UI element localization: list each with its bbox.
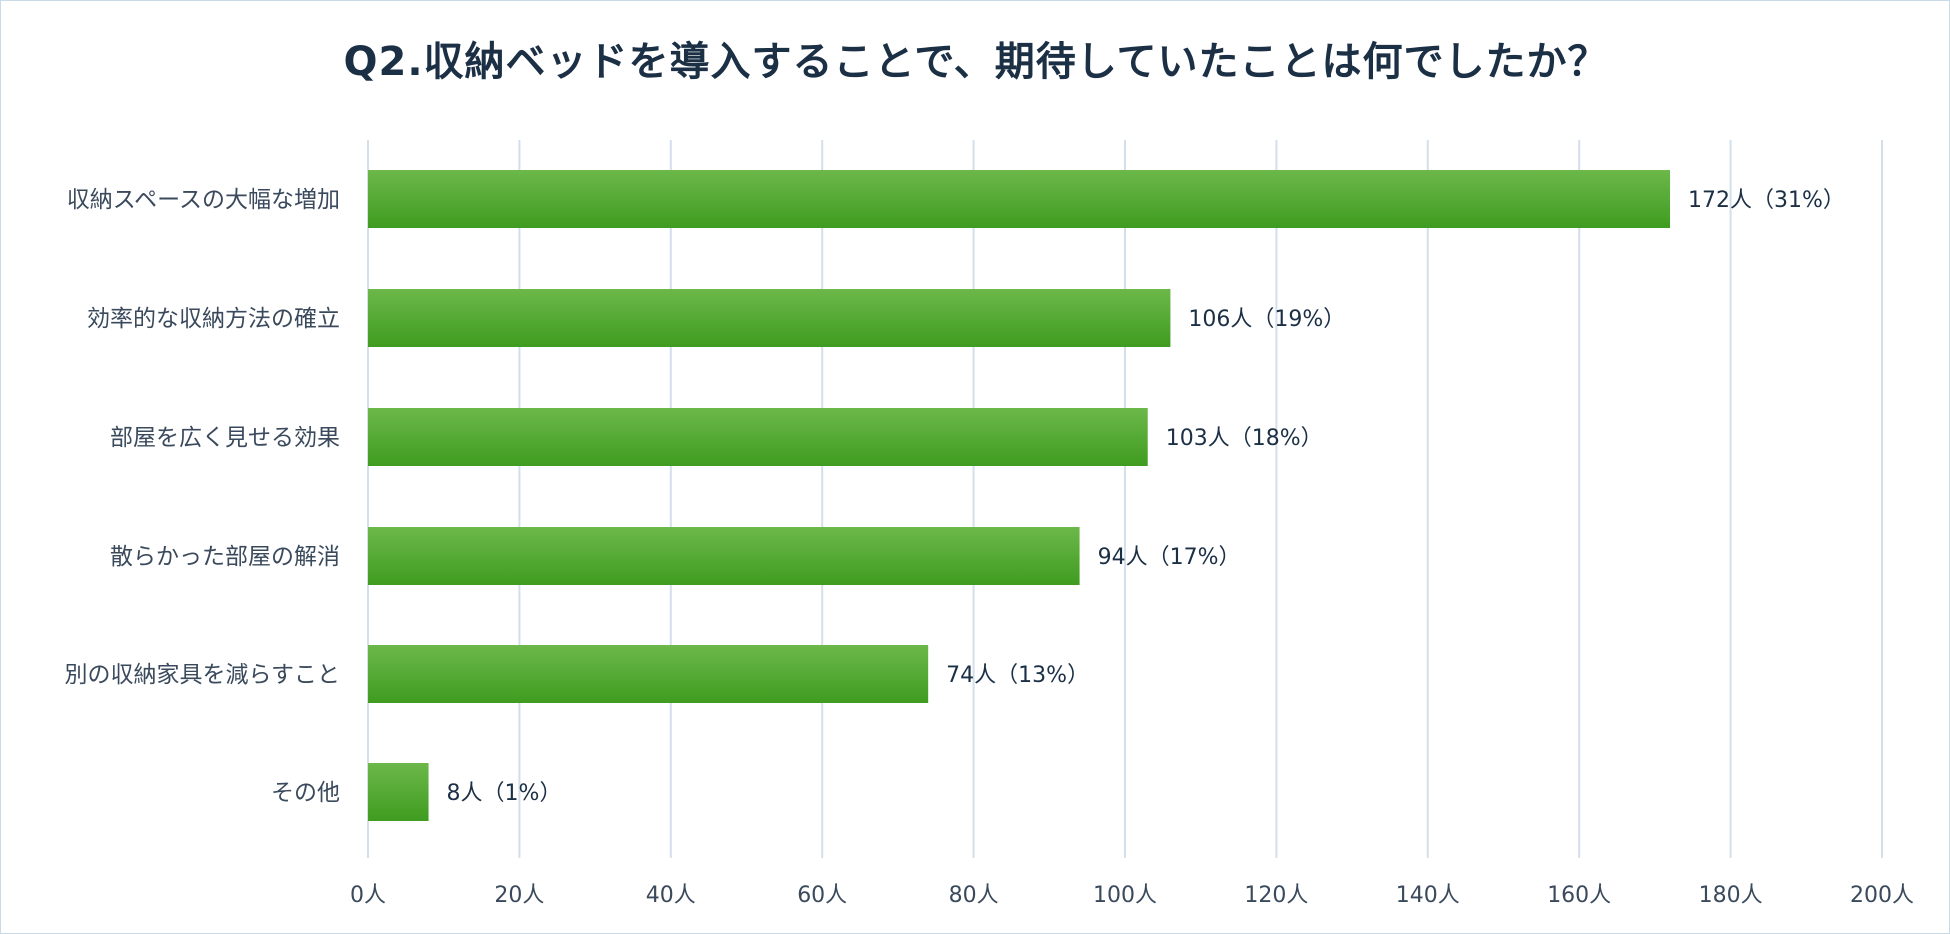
bar — [368, 527, 1080, 585]
data-label: 74人（13%） — [946, 663, 1089, 688]
data-label: 8人（1%） — [447, 781, 562, 806]
grid-lines — [367, 140, 1883, 858]
category-label: 収納スペースの大幅な増加 — [67, 187, 340, 213]
category-label: その他 — [271, 780, 340, 806]
x-tick-label: 60人 — [797, 883, 847, 908]
category-label: 散らかった部屋の解消 — [110, 544, 340, 570]
chart-title: Q2.収納ベッドを導入することで、期待していたことは何でしたか？ — [343, 39, 1609, 85]
data-label: 172人（31%） — [1688, 188, 1845, 213]
x-tick-label: 140人 — [1396, 883, 1460, 908]
x-tick-label: 80人 — [949, 883, 999, 908]
x-tick-label: 120人 — [1244, 883, 1308, 908]
bars — [368, 170, 1671, 821]
labels: 0人 20人 40人 60人 80人 100人 120人 140人 160人 180人 200人 収納… — [64, 187, 1914, 908]
category-label: 別の収納家具を減らすこと — [64, 662, 340, 688]
x-tick-label: 180人 — [1699, 883, 1763, 908]
x-tick-label: 20人 — [494, 883, 544, 908]
x-tick-label: 160人 — [1547, 883, 1611, 908]
category-label: 部屋を広く見せる効果 — [110, 425, 340, 451]
data-label: 106人（19%） — [1188, 307, 1345, 332]
x-tick-label: 40人 — [646, 883, 696, 908]
x-tick-label: 100人 — [1093, 883, 1157, 908]
category-label: 効率的な収納方法の確立 — [87, 306, 340, 332]
bar — [368, 170, 1671, 228]
x-tick-label: 200人 — [1850, 883, 1914, 908]
bar — [368, 289, 1171, 347]
bar — [368, 763, 429, 821]
x-tick-label: 0人 — [350, 883, 386, 908]
data-label: 103人（18%） — [1166, 426, 1323, 451]
data-label: 94人（17%） — [1098, 545, 1241, 570]
bar — [368, 645, 929, 703]
bar — [368, 408, 1148, 466]
